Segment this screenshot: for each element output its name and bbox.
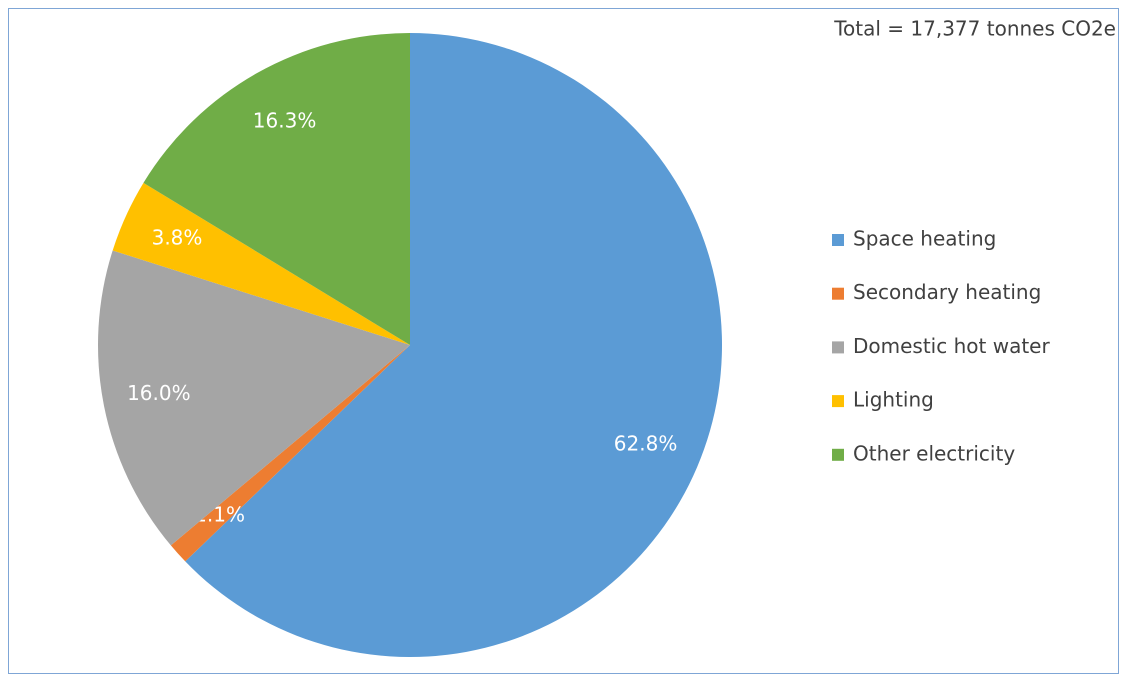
- legend-swatch: [832, 287, 844, 300]
- pie-slice: [170, 345, 410, 562]
- legend-swatch: [832, 395, 844, 408]
- data-label: 16.0%: [127, 381, 191, 405]
- legend-label: Lighting: [853, 388, 934, 412]
- data-label: 62.8%: [614, 432, 678, 456]
- legend-label: Space heating: [853, 227, 996, 251]
- legend-swatch: [832, 234, 844, 246]
- legend-swatch: [832, 341, 844, 354]
- legend-swatch: [832, 448, 844, 461]
- pie-slice: [112, 182, 411, 345]
- legend-label: Other electricity: [853, 441, 1015, 465]
- pie-slice: [143, 33, 410, 345]
- pie-slice: [185, 33, 723, 658]
- data-label: 16.3%: [253, 108, 317, 132]
- data-label: 3.8%: [152, 225, 203, 249]
- pie-slice: [98, 250, 411, 546]
- annotation: Total = 17,377 tonnes CO2e: [833, 17, 1116, 41]
- legend-label: Domestic hot water: [853, 334, 1050, 358]
- legend-label: Secondary heating: [853, 280, 1041, 304]
